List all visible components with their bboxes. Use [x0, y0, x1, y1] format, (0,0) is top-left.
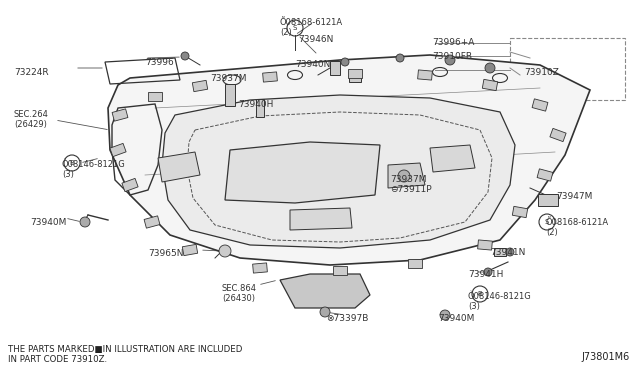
- Bar: [256, 99, 264, 117]
- Text: 73941N: 73941N: [490, 248, 525, 257]
- Text: B: B: [70, 160, 74, 166]
- Text: SEC.264
(26429): SEC.264 (26429): [14, 110, 49, 129]
- Text: J73801M6: J73801M6: [582, 352, 630, 362]
- Circle shape: [485, 63, 495, 73]
- Circle shape: [80, 217, 90, 227]
- Bar: [144, 216, 160, 228]
- Bar: [330, 61, 340, 75]
- Bar: [110, 143, 126, 157]
- Bar: [348, 68, 362, 77]
- Polygon shape: [225, 142, 380, 203]
- Bar: [538, 194, 558, 206]
- Text: Ò08146-8121G
(3): Ò08146-8121G (3): [468, 292, 532, 311]
- Bar: [262, 72, 277, 82]
- Text: 73940M: 73940M: [30, 218, 67, 227]
- Text: 73937M: 73937M: [210, 74, 246, 83]
- Bar: [112, 109, 128, 121]
- Bar: [418, 70, 433, 80]
- Circle shape: [396, 54, 404, 62]
- Bar: [122, 179, 138, 192]
- Bar: [408, 259, 422, 267]
- Text: 73996: 73996: [145, 58, 173, 67]
- Circle shape: [506, 248, 514, 256]
- Text: 73947M: 73947M: [556, 192, 593, 201]
- Polygon shape: [162, 95, 515, 248]
- Polygon shape: [430, 145, 475, 172]
- Text: 73946N: 73946N: [298, 35, 333, 44]
- Circle shape: [445, 55, 455, 65]
- Text: 73224R: 73224R: [14, 68, 49, 77]
- Text: 73910FB: 73910FB: [432, 52, 472, 61]
- Bar: [193, 80, 207, 92]
- Bar: [494, 248, 506, 256]
- Polygon shape: [280, 274, 370, 308]
- Bar: [483, 79, 498, 91]
- Bar: [513, 206, 527, 218]
- Polygon shape: [108, 55, 590, 265]
- Bar: [349, 74, 361, 82]
- Polygon shape: [388, 163, 425, 188]
- Circle shape: [484, 268, 492, 276]
- Bar: [333, 266, 347, 275]
- Bar: [477, 240, 492, 250]
- Text: 73996+A: 73996+A: [432, 38, 474, 47]
- Text: B: B: [477, 291, 483, 297]
- Text: 73910Z: 73910Z: [524, 68, 559, 77]
- Text: SEC.864
(26430): SEC.864 (26430): [222, 284, 257, 304]
- Text: 73940H: 73940H: [238, 100, 273, 109]
- Bar: [253, 263, 268, 273]
- Circle shape: [181, 52, 189, 60]
- Text: S: S: [545, 219, 549, 225]
- Text: 73965N: 73965N: [148, 249, 184, 258]
- Bar: [182, 244, 198, 256]
- Polygon shape: [158, 152, 200, 182]
- Bar: [532, 99, 548, 111]
- Text: 73940M: 73940M: [438, 314, 474, 323]
- Text: ⊗73397B: ⊗73397B: [326, 314, 369, 323]
- Bar: [148, 92, 162, 100]
- Text: Õ08168-6121A
(2): Õ08168-6121A (2): [546, 218, 609, 237]
- Text: Ò08146-8121G
(3): Ò08146-8121G (3): [62, 160, 125, 179]
- Circle shape: [341, 58, 349, 66]
- Polygon shape: [290, 208, 352, 230]
- Circle shape: [219, 245, 231, 257]
- Text: Õ08168-6121A
(2): Õ08168-6121A (2): [280, 18, 343, 38]
- Circle shape: [440, 310, 450, 320]
- Circle shape: [398, 170, 410, 182]
- Bar: [550, 128, 566, 142]
- Bar: [537, 169, 553, 181]
- Text: 73941H: 73941H: [468, 270, 504, 279]
- Text: THE PARTS MARKED■IN ILLUSTRATION ARE INCLUDED
IN PART CODE 73910Z.: THE PARTS MARKED■IN ILLUSTRATION ARE INC…: [8, 345, 243, 365]
- Text: 73937M
⊖73911P: 73937M ⊖73911P: [390, 175, 431, 195]
- Text: S: S: [293, 25, 297, 31]
- Circle shape: [320, 307, 330, 317]
- Bar: [225, 84, 235, 106]
- Text: 73940N: 73940N: [295, 60, 330, 69]
